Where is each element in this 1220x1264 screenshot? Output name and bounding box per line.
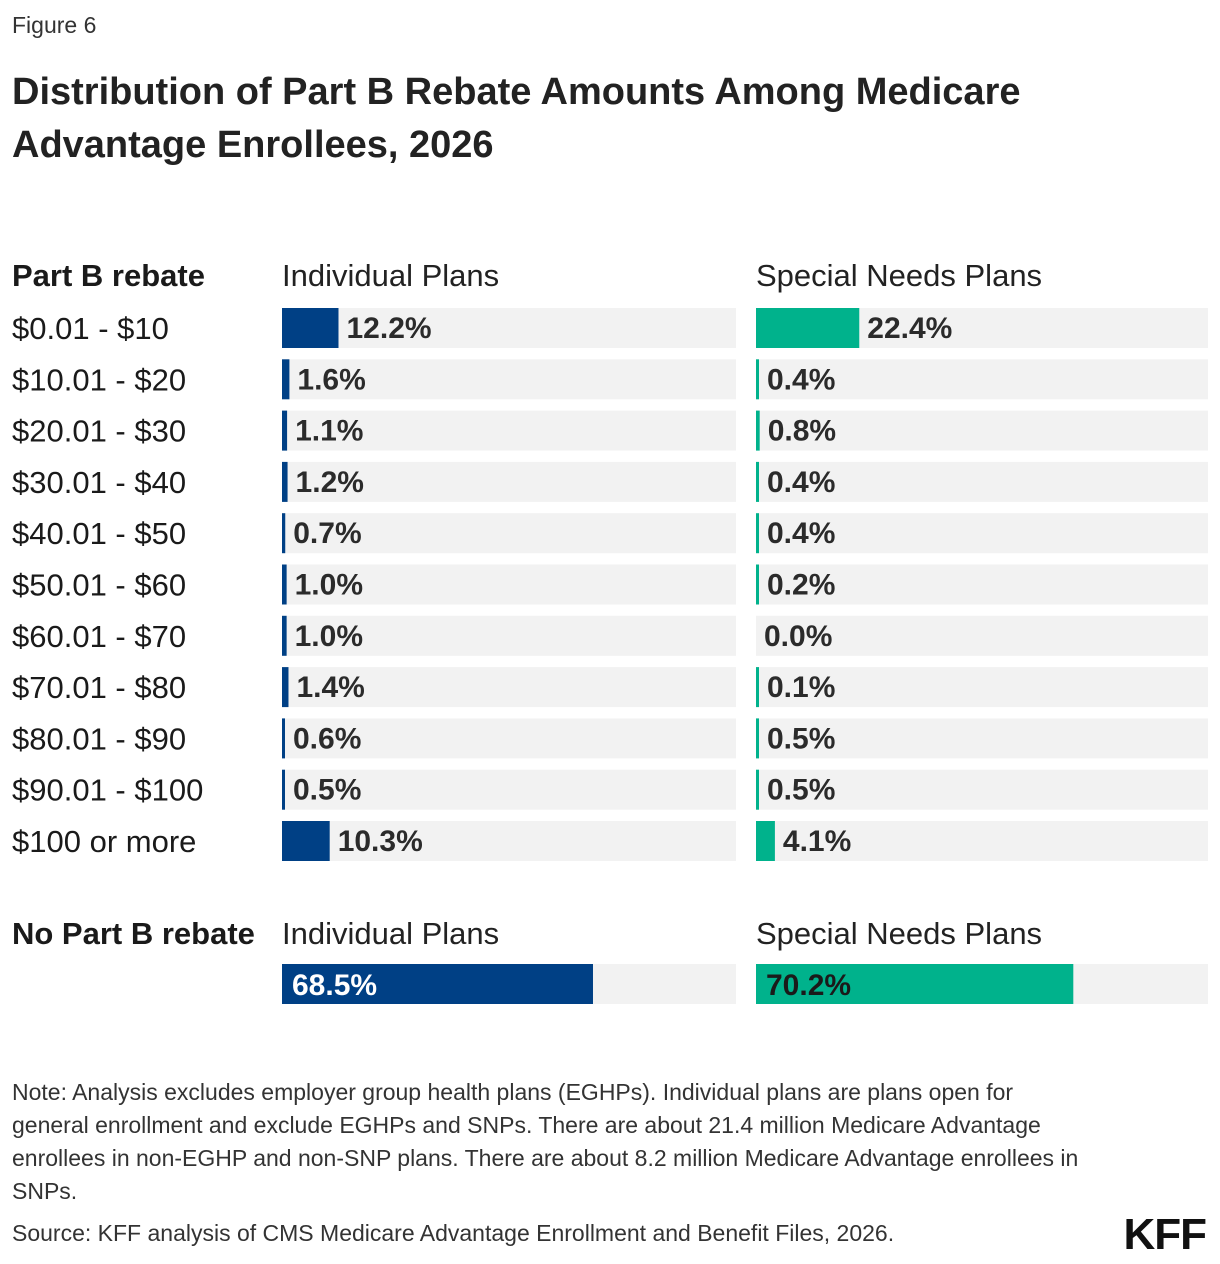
category-label: $40.01 - $50: [12, 516, 186, 551]
bar-track: [282, 308, 736, 348]
series-header: Special Needs Plans: [756, 916, 1042, 951]
data-label: 1.6%: [297, 363, 365, 396]
bar-track: [282, 667, 736, 708]
data-label: 0.7%: [293, 517, 361, 550]
series-header: Special Needs Plans: [756, 258, 1042, 293]
bar: [756, 308, 860, 348]
bar-track: [282, 410, 736, 451]
bar-track: [282, 564, 736, 605]
bar-track: [756, 410, 1208, 451]
bar: [756, 513, 759, 554]
chart-title: Distribution of Part B Rebate Amounts Am…: [12, 71, 1021, 166]
bar: [282, 461, 288, 502]
bar: [282, 964, 593, 1004]
bar-track: [282, 359, 736, 400]
data-label: 1.0%: [295, 620, 363, 653]
data-label: 68.5%: [292, 969, 377, 1002]
bar: [756, 359, 759, 400]
bar-track: [282, 821, 736, 861]
bar: [282, 769, 285, 810]
category-label: $80.01 - $90: [12, 721, 186, 756]
category-label: $30.01 - $40: [12, 465, 186, 500]
bar-track: [282, 513, 736, 554]
bar-track: [756, 461, 1208, 502]
category-label: $60.01 - $70: [12, 619, 186, 654]
bar-track: [756, 667, 1208, 708]
category-label: $0.01 - $10: [12, 311, 169, 346]
bar-track: [282, 718, 736, 759]
bar-track: [282, 769, 736, 810]
data-label: 0.5%: [767, 774, 835, 807]
series-header: Individual Plans: [282, 258, 499, 293]
bar: [282, 821, 330, 861]
bar: [282, 410, 288, 451]
data-label: 1.2%: [296, 466, 364, 499]
category-label: $90.01 - $100: [12, 773, 203, 808]
data-label: 0.6%: [293, 722, 361, 755]
bar-track: [756, 359, 1208, 400]
row-header: Part B rebate: [12, 258, 205, 293]
bar: [756, 461, 759, 502]
data-label: 1.4%: [296, 671, 364, 704]
bar-track: [282, 615, 736, 656]
bar: [756, 769, 759, 810]
bar-track: [756, 718, 1208, 759]
data-label: 0.4%: [767, 363, 835, 396]
bar: [756, 718, 759, 759]
data-label: 0.4%: [767, 466, 835, 499]
data-label: 10.3%: [338, 825, 423, 858]
data-label: 0.0%: [764, 620, 832, 653]
figure-label: Figure 6: [12, 12, 97, 38]
data-label: 1.1%: [295, 415, 363, 448]
bar: [756, 821, 775, 861]
bar-track: [282, 461, 736, 502]
data-label: 22.4%: [867, 312, 952, 345]
bar-track: [756, 615, 1208, 656]
data-label: 0.8%: [768, 415, 836, 448]
bar: [282, 359, 290, 400]
data-label: 12.2%: [346, 312, 431, 345]
bar-track: [756, 564, 1208, 605]
data-label: 0.5%: [293, 774, 361, 807]
data-label: 0.5%: [767, 722, 835, 755]
bar-track: [756, 769, 1208, 810]
bar-track: [756, 821, 1208, 861]
category-label: $70.01 - $80: [12, 670, 186, 705]
chart-area: Part B rebate Individual Plans Special Nee…: [12, 258, 1208, 1004]
bar: [282, 718, 285, 759]
data-label: 70.2%: [766, 969, 851, 1002]
bar: [756, 964, 1074, 1004]
bar: [756, 410, 760, 451]
bar: [282, 564, 287, 605]
bar-track: [756, 513, 1208, 554]
chart-note: Note: Analysis excludes employer group h…: [12, 1079, 1079, 1204]
category-label: $10.01 - $20: [12, 362, 186, 397]
bar: [756, 667, 759, 708]
bar: [282, 667, 289, 708]
row-header: No Part B rebate: [12, 916, 255, 951]
data-label: 0.1%: [767, 671, 835, 704]
series-header: Individual Plans: [282, 916, 499, 951]
data-label: 0.2%: [767, 569, 835, 602]
bar: [282, 513, 286, 554]
bar: [282, 308, 339, 348]
data-label: 0.4%: [767, 517, 835, 550]
data-label: 4.1%: [783, 825, 851, 858]
kff-logo: KFF: [1123, 1210, 1207, 1259]
data-label: 1.0%: [295, 569, 363, 602]
category-label: $100 or more: [12, 824, 196, 859]
category-label: $20.01 - $30: [12, 414, 186, 449]
category-label: $50.01 - $60: [12, 568, 186, 603]
chart-source: Source: KFF analysis of CMS Medicare Adv…: [12, 1220, 895, 1246]
bar: [756, 564, 759, 605]
bar: [282, 615, 287, 656]
